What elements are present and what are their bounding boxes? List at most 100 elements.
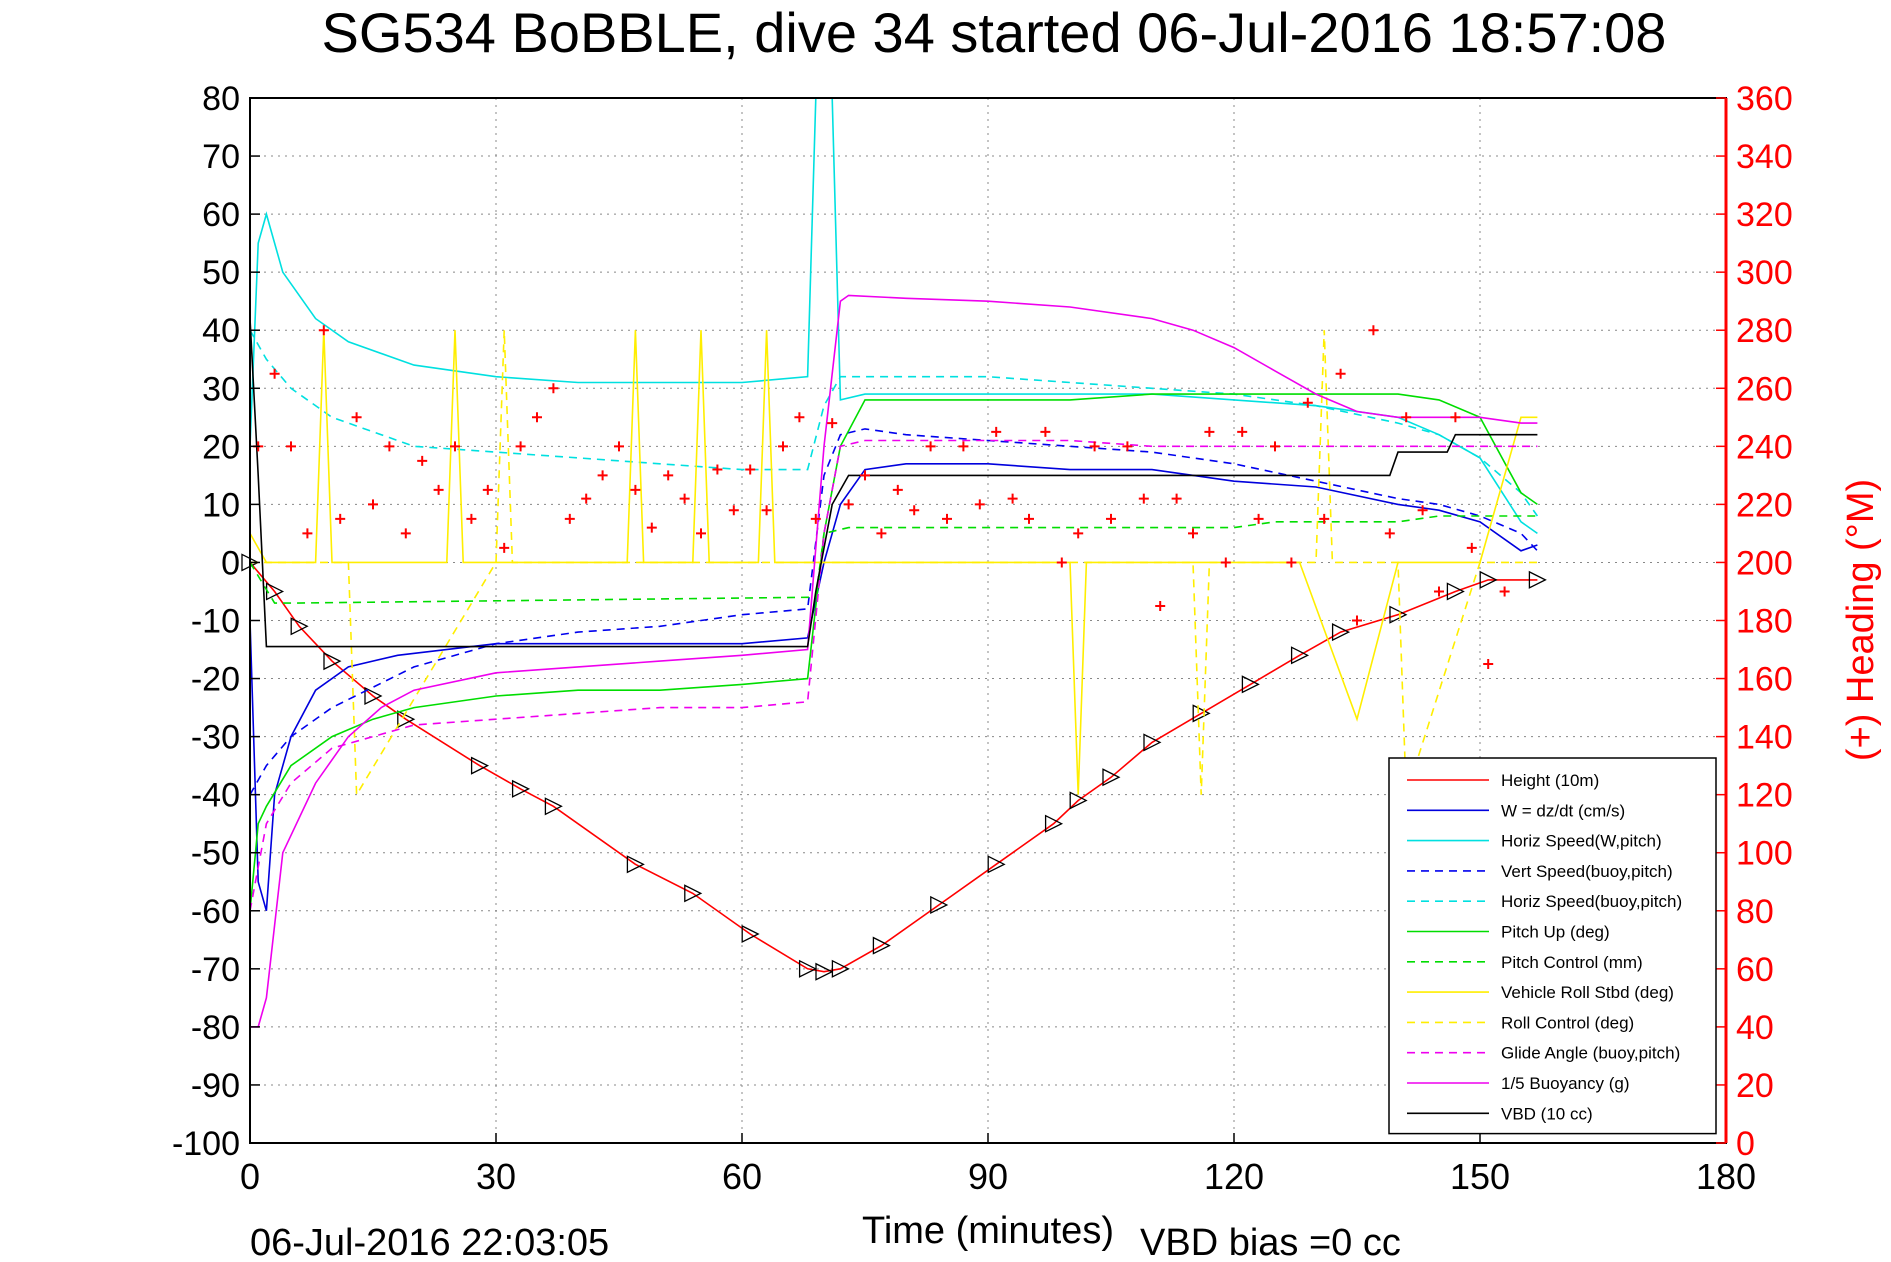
heading-point xyxy=(384,441,395,452)
y-tick-label: -30 xyxy=(191,719,240,757)
x-tick-label: 60 xyxy=(722,1156,762,1197)
heading-point xyxy=(843,499,854,510)
heading-point xyxy=(892,484,903,495)
heading-point xyxy=(1450,412,1461,423)
x-tick-label: 90 xyxy=(968,1156,1008,1197)
heading-point xyxy=(942,513,952,524)
y2-axis-label: (+) Heading (°M) xyxy=(1840,479,1882,761)
height-marker xyxy=(544,797,563,816)
heading-point xyxy=(482,484,493,495)
series-10 xyxy=(250,294,1538,1028)
heading-point xyxy=(1056,557,1067,568)
heading-point xyxy=(1319,513,1330,524)
footer-date: 06-Jul-2016 22:03:05 xyxy=(250,1222,609,1262)
legend-label: Pitch Up (deg) xyxy=(1501,923,1610,942)
y-tick-label: 60 xyxy=(202,196,240,234)
series-line xyxy=(249,515,1538,604)
heading-point xyxy=(368,499,378,510)
y-tick-label: 0 xyxy=(221,544,240,582)
heading-point xyxy=(1237,426,1248,437)
x-tick-label: 150 xyxy=(1450,1156,1510,1197)
legend-label: Horiz Speed(buoy,pitch) xyxy=(1501,892,1682,911)
heading-point xyxy=(1024,513,1034,524)
legend-box xyxy=(1388,757,1717,1135)
height-marker xyxy=(872,936,891,955)
heading-point xyxy=(1286,557,1297,568)
y2-tick-label: 0 xyxy=(1736,1125,1755,1163)
series-12 xyxy=(253,325,1543,800)
height-marker xyxy=(831,959,850,978)
y2-tick-label: 40 xyxy=(1736,1009,1774,1047)
heading-point xyxy=(564,513,575,524)
heading-point xyxy=(663,470,674,481)
heading-point xyxy=(351,412,362,423)
legend-label: W = dz/dt (cm/s) xyxy=(1501,801,1625,820)
y-tick-label: 30 xyxy=(202,370,240,408)
heading-point xyxy=(335,513,346,524)
heading-point xyxy=(1155,600,1166,611)
y-axis-ticks: -100-90-80-70-60-50-40-30-20-10010203040… xyxy=(172,80,260,1163)
y2-tick-label: 160 xyxy=(1736,661,1793,699)
y-tick-label: 80 xyxy=(202,80,240,118)
x-tick-label: 30 xyxy=(476,1156,516,1197)
series-line xyxy=(249,97,1538,535)
y2-tick-label: 120 xyxy=(1736,777,1793,815)
x-axis-label: Time (minutes) xyxy=(862,1210,1114,1252)
heading-point xyxy=(1171,493,1182,504)
heading-point xyxy=(302,528,313,539)
y2-tick-label: 300 xyxy=(1736,254,1793,292)
heading-point xyxy=(761,505,772,516)
heading-point xyxy=(794,412,805,423)
height-marker xyxy=(1389,605,1408,624)
heading-point xyxy=(909,505,920,516)
heading-point xyxy=(696,528,706,539)
series-0 xyxy=(241,553,1547,981)
y2-tick-label: 60 xyxy=(1736,951,1774,989)
heading-point xyxy=(548,383,559,394)
y-tick-label: 10 xyxy=(202,486,240,524)
height-marker xyxy=(815,962,834,981)
height-marker xyxy=(290,617,309,636)
y2-tick-label: 220 xyxy=(1736,486,1793,524)
y-tick-label: -20 xyxy=(191,661,240,699)
x-tick-label: 0 xyxy=(240,1156,260,1197)
x-tick-label: 180 xyxy=(1696,1156,1756,1197)
y-tick-label: -70 xyxy=(191,951,240,989)
height-marker xyxy=(470,756,490,775)
legend: Height (10m) W = dz/dt (cm/s) Horiz Speed(… xyxy=(1388,757,1717,1135)
heading-point xyxy=(1188,528,1198,539)
series-line xyxy=(249,318,1538,648)
y2-tick-label: 140 xyxy=(1736,719,1793,757)
heading-point xyxy=(712,464,723,475)
heading-point xyxy=(1220,557,1231,568)
heading-point xyxy=(630,484,641,495)
heading-point xyxy=(1138,493,1149,504)
y-tick-label: -60 xyxy=(191,893,240,931)
y-tick-label: -10 xyxy=(191,603,240,641)
y2-tick-label: 100 xyxy=(1736,835,1793,873)
heading-point xyxy=(646,522,657,533)
heading-point xyxy=(597,470,608,481)
heading-point xyxy=(286,441,296,452)
series-2 xyxy=(249,97,1538,535)
heading-point xyxy=(417,455,428,466)
height-marker xyxy=(364,686,383,706)
y-tick-label: -50 xyxy=(191,835,240,873)
heading-point xyxy=(1007,493,1018,504)
heading-point xyxy=(778,441,788,452)
legend-label: Glide Angle (buoy,pitch) xyxy=(1501,1044,1680,1063)
y-tick-label: 40 xyxy=(202,312,240,350)
legend-label: Roll Control (deg) xyxy=(1501,1013,1634,1032)
series-line xyxy=(250,294,1538,1028)
heading-point xyxy=(974,499,985,510)
y-tick-label: -40 xyxy=(191,777,240,815)
heading-point xyxy=(532,412,542,423)
series-line xyxy=(250,330,1538,798)
y2-tick-label: 200 xyxy=(1736,544,1793,582)
heading-point xyxy=(581,493,592,504)
heading-point xyxy=(515,441,526,452)
series-line xyxy=(249,439,1538,911)
height-marker xyxy=(626,855,645,874)
y-tick-label: 50 xyxy=(202,254,240,292)
heading-point xyxy=(679,493,690,504)
